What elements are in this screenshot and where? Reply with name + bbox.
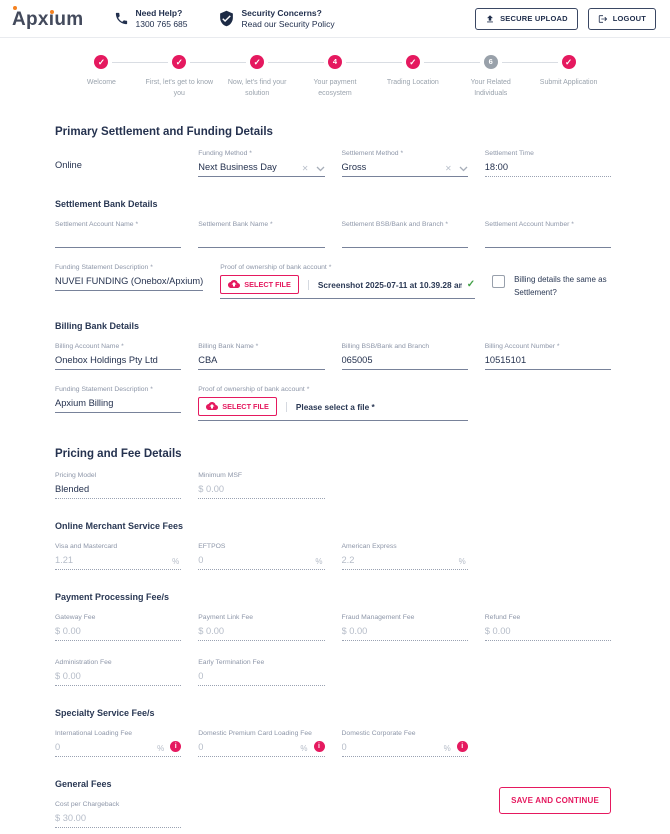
upload-icon: [487, 14, 494, 22]
cost-per-chargeback-field: Cost per Chargeback $ 30.00: [55, 801, 182, 829]
eftpos-fee-field: EFTPOS 0%: [198, 543, 325, 571]
stepper-step-welcome[interactable]: ✓ Welcome: [86, 55, 116, 86]
step-circle-check: ✓: [250, 55, 265, 69]
settlement-time-field: Settlement Time 18:00: [484, 150, 611, 178]
subsection-online-merchant-fees: Online Merchant Service Fees: [55, 521, 184, 532]
subsection-billing-bank: Billing Bank Details: [55, 321, 140, 332]
early-termination-fee-field: Early Termination Fee 0: [198, 659, 325, 687]
logout-button[interactable]: LOGOUT: [587, 7, 656, 30]
settlement-bsb-input[interactable]: Settlement BSB/Bank and Branch *: [341, 221, 468, 249]
cloud-upload-icon: [206, 402, 219, 411]
settlement-funding-desc-input[interactable]: Funding Statement Description * NUVEI FU…: [55, 264, 204, 299]
security-block[interactable]: Security Concerns? Read our Security Pol…: [218, 8, 335, 29]
select-file-button[interactable]: SELECT FILE: [198, 397, 277, 417]
step-circle-check: ✓: [405, 55, 420, 69]
stepper-step-know-you[interactable]: ✓ First, let's get to know you: [112, 55, 218, 99]
settlement-method-select[interactable]: Settlement Method * Gross ✕: [341, 150, 468, 178]
need-help-title: Need Help?: [135, 8, 183, 18]
file-placeholder: Please select a file *: [285, 401, 375, 412]
billing-account-name-input[interactable]: Billing Account Name * Onebox Holdings P…: [55, 343, 182, 371]
gateway-fee-field: Gateway Fee $ 0.00: [55, 614, 182, 642]
logo-orange-dot: [13, 6, 17, 10]
pricing-model-field: Pricing Model Blended: [55, 472, 182, 500]
section-title-pricing: Pricing and Fee Details: [55, 448, 182, 461]
settlement-proof-upload: Proof of ownership of bank account * SEL…: [220, 264, 476, 300]
minimum-msf-field: Minimum MSF $ 0.00: [198, 472, 325, 500]
billing-proof-upload: Proof of ownership of bank account * SEL…: [198, 386, 468, 422]
need-help-block: Need Help? 1300 765 685: [114, 8, 188, 29]
phone-icon: [115, 12, 127, 25]
step-circle-number: 4: [328, 55, 342, 69]
file-success-check-icon: ✓: [466, 279, 476, 291]
step-circle-check: ✓: [94, 55, 109, 69]
billing-bsb-input[interactable]: Billing BSB/Bank and Branch 065005: [341, 343, 468, 371]
subsection-processing-fees: Payment Processing Fee/s: [55, 592, 170, 603]
same-as-settlement-checkbox[interactable]: [492, 275, 506, 289]
payment-link-fee-field: Payment Link Fee $ 0.00: [198, 614, 325, 642]
billing-bank-name-input[interactable]: Billing Bank Name * CBA: [198, 343, 325, 371]
funding-method-value: Next Business Day: [198, 162, 277, 173]
subsection-specialty-fees: Specialty Service Fee/s: [55, 708, 155, 719]
amex-fee-field: American Express 2.2%: [341, 543, 468, 571]
settlement-bank-name-input[interactable]: Settlement Bank Name *: [198, 221, 325, 249]
stepper-step-trading-location[interactable]: ✓ Trading Location: [346, 55, 452, 99]
info-icon[interactable]: i: [313, 741, 325, 753]
clear-icon[interactable]: ✕: [445, 164, 452, 174]
subsection-general-fees: General Fees: [55, 779, 112, 790]
step-circle-number: 6: [483, 55, 498, 69]
administration-fee-field: Administration Fee $ 0.00: [55, 659, 182, 687]
save-and-continue-button[interactable]: SAVE AND CONTINUE: [499, 787, 611, 814]
chevron-down-icon[interactable]: [316, 166, 325, 172]
select-file-button[interactable]: SELECT FILE: [220, 275, 299, 295]
step-circle-check: ✓: [561, 55, 576, 69]
security-policy-link[interactable]: Read our Security Policy: [241, 19, 335, 29]
dom-premium-loading-fee-field: Domestic Premium Card Loading Fee 0% i: [198, 730, 325, 758]
chevron-down-icon[interactable]: [459, 166, 468, 172]
section-title-primary-settlement: Primary Settlement and Funding Details: [55, 126, 273, 139]
apxium-logo: Apx ıum: [12, 6, 84, 31]
settlement-account-number-input[interactable]: Settlement Account Number *: [484, 221, 611, 249]
shield-check-icon: [219, 10, 233, 27]
funding-method-select[interactable]: Funding Method * Next Business Day ✕: [198, 150, 325, 178]
app-header: Apx ıum Need Help? 1300 765 685 Security …: [0, 0, 670, 38]
subsection-settlement-bank: Settlement Bank Details: [55, 199, 158, 210]
same-as-settlement-checkbox-field: Billing details the same as Settlement?: [492, 264, 611, 299]
fraud-management-fee-field: Fraud Management Fee $ 0.00: [341, 614, 468, 642]
settlement-account-name-input[interactable]: Settlement Account Name *: [55, 221, 182, 249]
step-circle-check: ✓: [172, 55, 187, 69]
cloud-upload-icon: [228, 280, 241, 289]
progress-stepper: ✓ Welcome ✓ First, let's get to know you…: [63, 55, 608, 99]
info-icon[interactable]: i: [170, 741, 182, 753]
security-title: Security Concerns?: [241, 8, 322, 18]
logout-icon: [598, 14, 607, 23]
checkbox-label: Billing details the same as Settlement?: [514, 275, 607, 297]
billing-account-number-input[interactable]: Billing Account Number * 10515101: [484, 343, 611, 371]
logo-i-dot: [49, 10, 54, 14]
stepper-step-solution[interactable]: ✓ Now, let's find your solution: [190, 55, 296, 99]
info-icon[interactable]: i: [456, 741, 468, 753]
refund-fee-field: Refund Fee $ 0.00: [484, 614, 611, 642]
visa-mastercard-fee-field: Visa and Mastercard 1.21%: [55, 543, 182, 571]
dom-corporate-fee-field: Domestic Corporate Fee 0% i: [341, 730, 468, 758]
settlement-method-value: Gross: [341, 162, 367, 173]
intl-loading-fee-field: International Loading Fee 0% i: [55, 730, 182, 758]
online-row-label: Online: [55, 160, 82, 171]
secure-upload-button[interactable]: SECURE UPLOAD: [475, 7, 578, 30]
billing-funding-desc-input[interactable]: Funding Statement Description * Apxium B…: [55, 386, 182, 421]
stepper-step-related-individuals[interactable]: 6 Your Related Individuals: [423, 55, 530, 99]
stepper-step-submit[interactable]: ✓ Submit Application: [501, 55, 608, 99]
need-help-phone: 1300 765 685: [135, 19, 188, 29]
uploaded-filename: Screenshot 2025-07-11 at 10.39.28 am.png: [307, 279, 462, 290]
clear-icon[interactable]: ✕: [301, 164, 309, 174]
logo-text: Apx: [12, 9, 49, 30]
stepper-step-payment-ecosystem[interactable]: 4 Your payment ecosystem: [268, 55, 374, 99]
